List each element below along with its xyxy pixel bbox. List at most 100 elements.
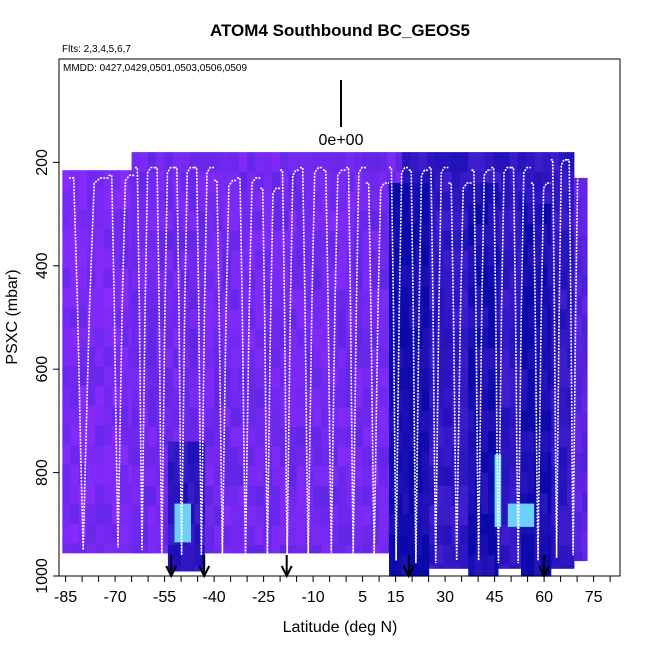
curtain-cell: [120, 327, 129, 348]
curtain-cell: [296, 368, 306, 389]
curtain-cell: [443, 466, 453, 487]
dark-cell: [408, 534, 416, 556]
dark-cell: [468, 327, 476, 350]
curtain-cell: [156, 348, 166, 369]
curtain-cell: [70, 288, 80, 309]
dark-cell: [395, 555, 403, 577]
curtain-cell: [288, 466, 298, 487]
dark-cell: [481, 472, 489, 494]
curtain-cell: [62, 445, 72, 466]
dark-cell: [395, 224, 403, 246]
curtain-cell: [120, 347, 129, 368]
dark-cell: [527, 555, 535, 577]
dark-cell: [389, 265, 397, 288]
curtain-cell: [78, 445, 88, 466]
curtain-cell: [370, 545, 380, 554]
curtain-cell: [156, 191, 166, 212]
curtain-cell: [189, 348, 199, 369]
curtain-cell: [484, 171, 494, 192]
curtain-cell: [95, 504, 105, 525]
curtain-cell: [435, 211, 444, 232]
curtain-cell: [501, 387, 511, 408]
curtain-cell: [288, 446, 298, 467]
curtain-cell: [238, 309, 248, 330]
curtain-cell: [128, 268, 133, 289]
curtain-cell: [87, 248, 96, 269]
curtain-cell: [321, 446, 331, 467]
curtain-cell: [103, 464, 113, 485]
curtain-cell: [247, 171, 256, 192]
curtain-cell: [222, 171, 232, 192]
curtain-cell: [62, 307, 72, 328]
curtain-cell: [426, 309, 436, 330]
curtain-cell: [329, 525, 339, 546]
curtain-cell: [156, 230, 166, 251]
curtain-cell: [247, 250, 256, 271]
curtain-cell: [337, 387, 347, 408]
curtain-cell: [435, 387, 444, 408]
curtain-cell: [288, 387, 298, 408]
curtain-cell: [379, 387, 388, 408]
dark-cell: [540, 286, 548, 308]
curtain-cell: [443, 211, 453, 232]
curtain-cell: [280, 446, 289, 467]
curtain-cell: [354, 348, 364, 369]
flight-profile: [68, 177, 109, 551]
curtain-cell: [255, 427, 265, 448]
curtain-cell: [214, 348, 223, 369]
curtain-cell: [582, 236, 588, 257]
curtain-cell: [87, 386, 96, 407]
flight-profile: [550, 159, 568, 558]
curtain-cell: [370, 289, 380, 310]
flight-profile: [511, 166, 531, 564]
curtain-cell: [271, 387, 281, 408]
dark-cell: [402, 327, 410, 350]
dark-cell: [422, 514, 430, 536]
curtain-cell: [214, 545, 223, 554]
dark-cell: [481, 307, 489, 329]
curtain-cell: [214, 505, 223, 526]
curtain-cell: [559, 407, 568, 428]
dark-cell: [468, 307, 476, 329]
curtain-cell: [271, 525, 281, 546]
curtain-cell: [559, 466, 568, 487]
dark-cell: [527, 472, 535, 494]
curtain-cell: [238, 250, 248, 271]
curtain-cell: [451, 407, 461, 428]
dark-cell: [527, 389, 535, 412]
curtain-cell: [435, 289, 444, 310]
curtain-cell: [148, 427, 157, 448]
curtain-cell: [128, 543, 133, 554]
curtain-cell: [78, 268, 88, 289]
curtain-cell: [230, 250, 240, 271]
dark-cell: [521, 265, 529, 288]
dark-cell: [395, 245, 403, 267]
curtain-cell: [164, 387, 174, 408]
dark-cell: [494, 203, 499, 226]
curtain-cell: [370, 171, 380, 192]
dark-cell: [422, 327, 430, 350]
dark-cell: [200, 545, 205, 567]
dark-cell: [540, 327, 548, 350]
dark-cell: [547, 534, 552, 556]
dark-cell: [481, 514, 489, 536]
curtain-cell: [443, 269, 453, 291]
curtain-cell: [131, 407, 141, 428]
curtain-cell: [230, 191, 240, 212]
curtain-cell: [95, 347, 105, 368]
flight-profile: [237, 177, 261, 556]
dark-cell: [474, 307, 482, 329]
curtain-cell: [582, 354, 588, 375]
dark-cell: [488, 327, 496, 350]
curtain-cell: [197, 269, 207, 291]
curtain-cell: [238, 269, 248, 291]
curtain-cell: [362, 191, 372, 212]
curtain-cell: [197, 387, 207, 408]
curtain-cell: [509, 269, 519, 291]
dark-cell: [547, 555, 552, 577]
curtain-cell: [313, 250, 322, 271]
x-tick-label: 45: [486, 589, 504, 606]
curtain-cell: [296, 486, 306, 507]
curtain-cell: [238, 191, 248, 212]
dark-cell: [415, 203, 423, 226]
